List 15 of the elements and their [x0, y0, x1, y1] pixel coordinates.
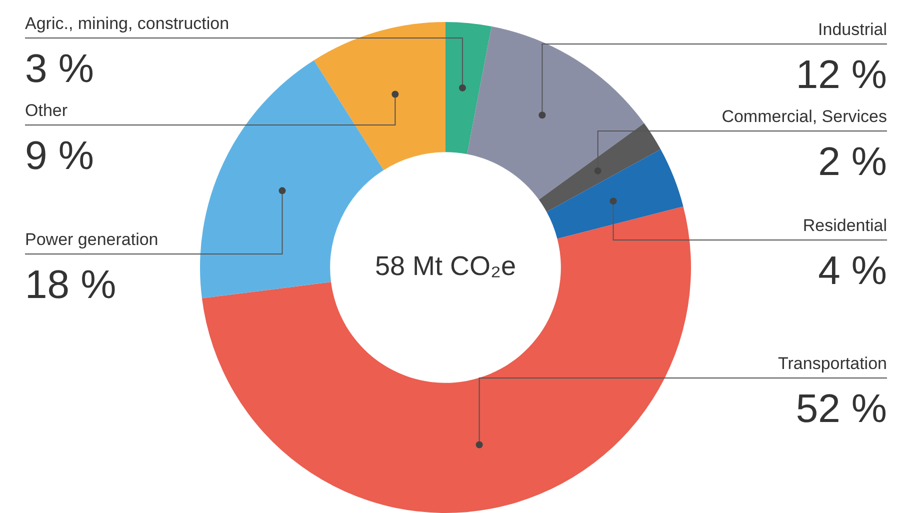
- data-label: 12 %: [796, 53, 887, 97]
- data-label: 9 %: [25, 134, 94, 178]
- data-label: 18 %: [25, 263, 116, 307]
- slice-label: Transportation: [778, 354, 887, 373]
- slice-label: Other: [25, 101, 68, 120]
- data-label: 2 %: [818, 140, 887, 184]
- slice-label: Residential: [802, 216, 887, 235]
- text: 58 Mt CO₂e: [374, 250, 516, 281]
- slice-label: Commercial, Services: [722, 107, 887, 126]
- slice-label: Agric., mining, construction: [25, 14, 230, 33]
- data-label: 52 %: [796, 387, 887, 431]
- slice-label: Power generation: [25, 230, 158, 249]
- data-label: 4 %: [818, 249, 887, 293]
- data-label: 3 %: [25, 47, 94, 91]
- slice-label: Industrial: [818, 20, 887, 39]
